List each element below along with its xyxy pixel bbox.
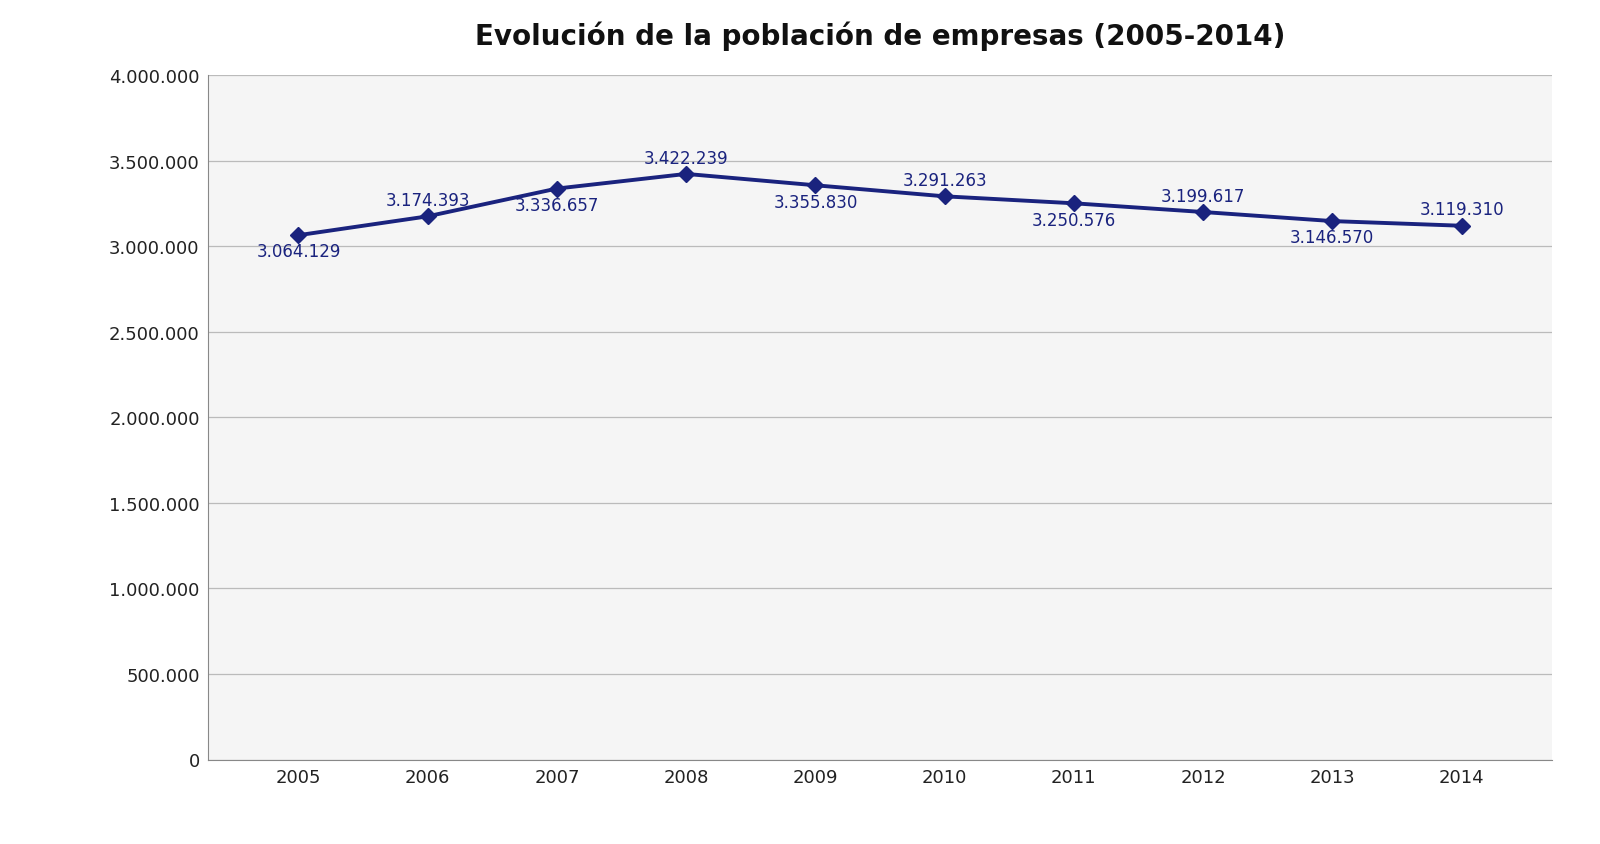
Text: 3.291.263: 3.291.263: [902, 172, 987, 190]
Text: 3.146.570: 3.146.570: [1290, 229, 1374, 247]
Text: 3.064.129: 3.064.129: [256, 243, 341, 261]
Title: Evolución de la población de empresas (2005-2014): Evolución de la población de empresas (2…: [475, 22, 1285, 51]
Text: 3.355.830: 3.355.830: [773, 193, 858, 211]
Text: 3.336.657: 3.336.657: [515, 197, 598, 214]
Text: 3.250.576: 3.250.576: [1032, 211, 1115, 230]
Text: 3.174.393: 3.174.393: [386, 192, 470, 210]
Text: 3.422.239: 3.422.239: [643, 149, 728, 167]
Text: 3.119.310: 3.119.310: [1419, 201, 1504, 219]
Text: 3.199.617: 3.199.617: [1162, 187, 1245, 205]
